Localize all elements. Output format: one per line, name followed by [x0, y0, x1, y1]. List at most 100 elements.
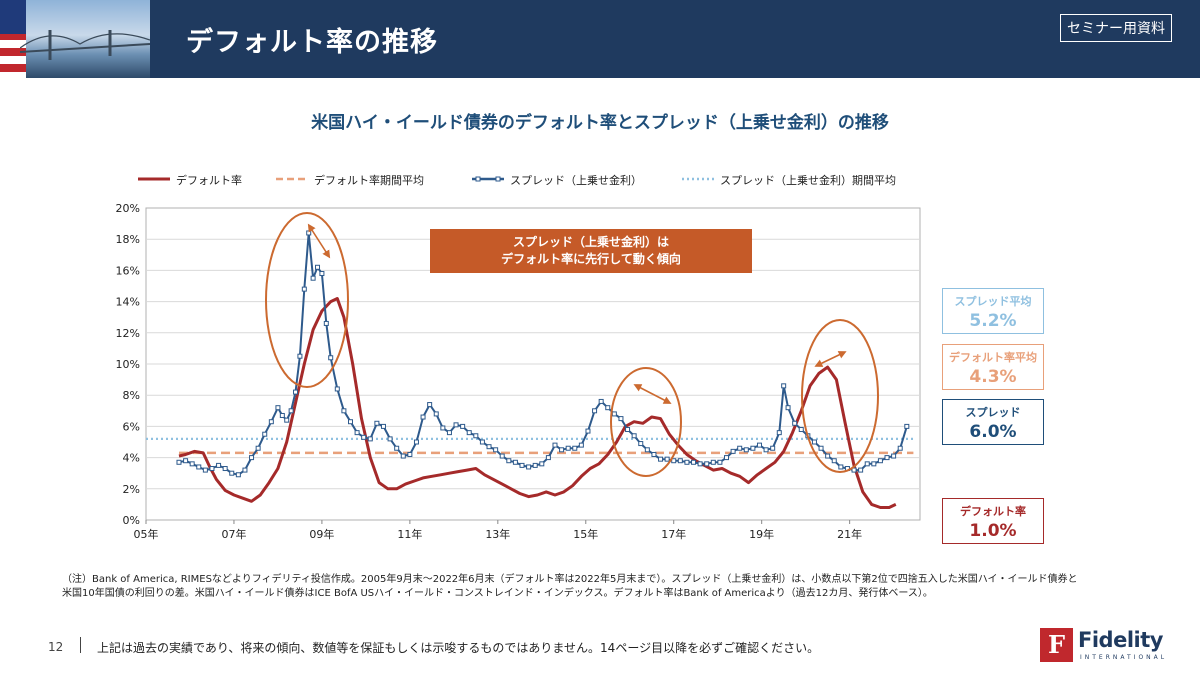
legend-default-rate-label: デフォルト率	[176, 174, 242, 187]
callout-box: スプレッド（上乗せ金利）は デフォルト率に先行して動く傾向	[430, 229, 752, 273]
spread-point	[877, 458, 883, 464]
spread-point	[710, 459, 716, 465]
spread-point	[196, 464, 202, 470]
footnote: （注）Bank of America, RIMESなどよりフィデリティ投信作成。…	[62, 573, 1142, 601]
spread-point	[864, 461, 870, 467]
trend-arrow	[307, 223, 331, 259]
spread-line	[178, 232, 908, 476]
spread-point	[242, 467, 248, 473]
spread-point	[479, 439, 485, 445]
logo-subtitle: INTERNATIONAL	[1080, 654, 1168, 661]
spread-point	[831, 458, 837, 464]
spread-point	[328, 355, 334, 361]
spread-point	[871, 461, 877, 467]
spread-point	[638, 441, 644, 447]
spread-point	[222, 466, 228, 472]
legend-default-avg-label: デフォルト率期間平均	[314, 174, 424, 187]
legend-spread-avg-label: スプレッド（上乗せ金利）期間平均	[720, 174, 896, 187]
spread-point	[255, 445, 261, 451]
spread-point	[519, 462, 525, 468]
spread-point	[387, 436, 393, 442]
spread-point	[658, 456, 664, 462]
footer-disclaimer: 上記は過去の実績であり、将来の傾向、数値等を保証もしくは示唆するものではありませ…	[97, 641, 820, 655]
spread-point	[183, 458, 189, 464]
spread-point	[202, 467, 208, 473]
spread-point	[506, 458, 512, 464]
spread-point	[838, 464, 844, 470]
kpi-default-average-label: デフォルト率平均	[949, 351, 1037, 364]
kpi-default-average-value: 4.3%	[969, 367, 1017, 387]
y-tick-label: 0%	[123, 514, 140, 527]
spread-point	[611, 411, 617, 417]
spread-point	[407, 451, 413, 457]
x-tick-label: 05年	[134, 527, 159, 541]
spread-point	[380, 423, 386, 429]
spread-point	[858, 467, 864, 473]
spread-point	[209, 466, 215, 472]
x-tick-label: 19年	[749, 527, 774, 541]
spread-point	[189, 461, 195, 467]
spread-point	[781, 383, 787, 389]
spread-point	[512, 459, 518, 465]
spread-point	[697, 461, 703, 467]
spread-point	[585, 428, 591, 434]
x-tick-label: 07年	[221, 527, 246, 541]
bridge-image	[20, 30, 150, 60]
spread-point	[618, 416, 624, 422]
spread-point	[354, 430, 360, 436]
spread-point	[306, 230, 312, 236]
y-tick-label: 10%	[116, 358, 140, 371]
x-tick-label: 09年	[309, 527, 334, 541]
spread-point	[785, 405, 791, 411]
spread-point	[756, 442, 762, 448]
x-tick-label: 15年	[573, 527, 598, 541]
callout-line2: デフォルト率に先行して動く傾向	[501, 252, 681, 266]
spread-point	[420, 414, 426, 420]
kpi-spread-average: スプレッド平均 5.2%	[942, 288, 1044, 334]
spread-point	[776, 430, 782, 436]
spread-point	[334, 386, 340, 392]
spread-point	[310, 275, 316, 281]
spread-point	[631, 433, 637, 439]
y-tick-label: 4%	[123, 452, 140, 465]
spread-point	[545, 455, 551, 461]
legend-spread-label: スプレッド（上乗せ金利）	[510, 174, 642, 187]
kpi-default-rate-label: デフォルト率	[960, 505, 1026, 518]
spread-point	[644, 447, 650, 453]
header-photo	[0, 0, 150, 78]
logo-mark: F	[1040, 628, 1073, 662]
page-title: デフォルト率の推移	[186, 27, 438, 58]
spread-point	[565, 445, 571, 451]
spread-point	[394, 445, 400, 451]
kpi-spread-average-value: 5.2%	[969, 311, 1017, 331]
chart-annotations	[265, 212, 879, 477]
spread-point	[460, 423, 466, 429]
default-rate-line	[178, 297, 897, 509]
spread-point	[279, 412, 285, 418]
spread-point	[717, 459, 723, 465]
footnote-line1: （注）Bank of America, RIMESなどよりフィデリティ投信作成。…	[62, 574, 1078, 585]
footnote-line2: 米国10年国債の利回りの差。米国ハイ・イールド債券はICE BofA USハイ・…	[62, 588, 933, 599]
spread-point	[671, 458, 677, 464]
spread-point	[493, 447, 499, 453]
seminar-badge: セミナー用資料	[1060, 14, 1172, 42]
spread-point	[374, 420, 380, 426]
flag-canton	[0, 0, 26, 34]
spread-point	[367, 436, 373, 442]
spread-point	[361, 434, 367, 440]
spread-point	[440, 425, 446, 431]
y-tick-label: 8%	[123, 389, 140, 402]
kpi-spread-label: スプレッド	[965, 406, 1021, 419]
spread-point	[763, 447, 769, 453]
spread-point	[552, 442, 558, 448]
spread-point	[891, 453, 897, 459]
chart-title: 米国ハイ・イールド債券のデフォルト率とスプレッド（上乗せ金利）の推移	[311, 113, 889, 133]
spread-point	[730, 448, 736, 454]
highlight-ellipse	[265, 212, 349, 388]
spread-point	[677, 458, 683, 464]
kpi-spread-value: 6.0%	[969, 422, 1017, 442]
spread-point	[319, 271, 325, 277]
spread-point	[315, 264, 321, 270]
spread-point	[486, 444, 492, 450]
kpi-default-rate: デフォルト率 1.0%	[942, 498, 1044, 544]
